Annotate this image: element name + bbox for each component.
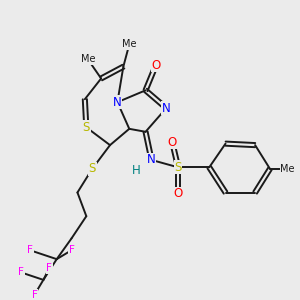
Text: O: O bbox=[151, 59, 160, 72]
Text: F: F bbox=[69, 245, 74, 255]
Text: S: S bbox=[88, 162, 96, 175]
Text: F: F bbox=[27, 245, 33, 255]
Text: N: N bbox=[147, 153, 156, 167]
Text: S: S bbox=[174, 161, 182, 174]
Text: S: S bbox=[82, 121, 90, 134]
Text: H: H bbox=[132, 164, 141, 177]
Text: N: N bbox=[113, 96, 122, 109]
Text: F: F bbox=[46, 263, 52, 273]
Text: Me: Me bbox=[81, 54, 95, 64]
Text: Me: Me bbox=[280, 164, 295, 174]
Text: O: O bbox=[168, 136, 177, 149]
Text: F: F bbox=[32, 290, 38, 300]
Text: F: F bbox=[18, 268, 24, 278]
Text: N: N bbox=[162, 102, 171, 115]
Text: O: O bbox=[173, 188, 183, 200]
Text: Me: Me bbox=[122, 39, 136, 50]
